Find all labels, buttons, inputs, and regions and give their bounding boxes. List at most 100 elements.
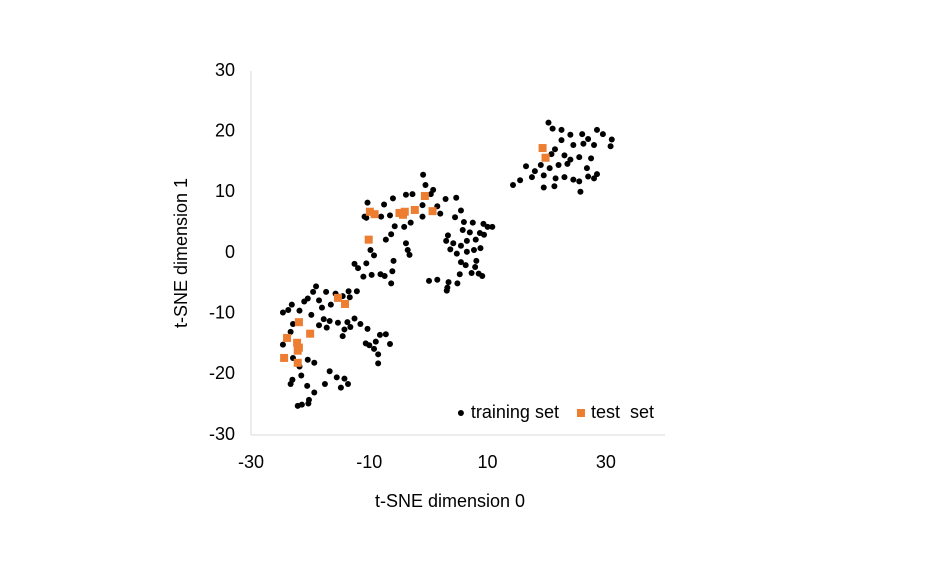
- point: [360, 273, 367, 280]
- x-tick-label: 30: [596, 452, 616, 472]
- point: [548, 151, 555, 158]
- point: [368, 271, 375, 278]
- point: [470, 246, 477, 253]
- point: [321, 381, 328, 388]
- point: [484, 223, 491, 230]
- point: [355, 265, 362, 272]
- point: [577, 188, 584, 195]
- point: [363, 214, 370, 221]
- point: [339, 333, 346, 340]
- point: [463, 248, 470, 255]
- point: [538, 144, 547, 153]
- point: [580, 140, 587, 147]
- point: [298, 372, 305, 379]
- point: [419, 213, 426, 220]
- point: [390, 257, 397, 264]
- point: [347, 324, 354, 331]
- point: [579, 131, 586, 138]
- y-tick-label: 10: [215, 181, 235, 201]
- point: [588, 155, 595, 162]
- point: [378, 213, 385, 220]
- point: [371, 345, 378, 352]
- point: [427, 191, 434, 198]
- point: [320, 316, 327, 323]
- point: [409, 191, 416, 198]
- point: [323, 324, 330, 331]
- point: [479, 273, 486, 280]
- point: [287, 381, 294, 388]
- point: [457, 259, 464, 266]
- point: [357, 320, 364, 327]
- y-tick-label: -30: [209, 424, 235, 444]
- point: [298, 401, 305, 408]
- point: [459, 226, 466, 233]
- point: [327, 301, 334, 308]
- y-tick-label: 20: [215, 120, 235, 140]
- point: [386, 341, 393, 347]
- point: [531, 168, 538, 175]
- point: [428, 207, 437, 216]
- point: [304, 356, 311, 363]
- y-axis-label: t-SNE dimension 1: [171, 178, 191, 328]
- point: [407, 219, 414, 226]
- point: [468, 270, 475, 277]
- point: [585, 173, 592, 180]
- point: [285, 307, 292, 314]
- point: [323, 288, 330, 295]
- point: [460, 219, 467, 226]
- point: [341, 326, 348, 333]
- x-tick-label: 10: [478, 452, 498, 472]
- point: [457, 207, 464, 214]
- point: [293, 338, 302, 347]
- point: [585, 135, 592, 142]
- point: [293, 358, 302, 367]
- point: [551, 183, 558, 190]
- point: [326, 368, 333, 375]
- point: [549, 125, 556, 132]
- point: [410, 205, 419, 214]
- point: [450, 240, 457, 247]
- point: [344, 319, 351, 326]
- point: [401, 223, 408, 230]
- point: [447, 246, 454, 253]
- point: [419, 202, 426, 209]
- point: [454, 280, 461, 287]
- point: [370, 210, 379, 219]
- point: [593, 171, 600, 178]
- point: [367, 246, 374, 253]
- point: [344, 381, 351, 388]
- point: [576, 154, 583, 161]
- legend-marker: [457, 410, 464, 416]
- point: [469, 219, 476, 226]
- y-tick-label: -10: [209, 302, 235, 322]
- point: [351, 260, 358, 267]
- point: [364, 199, 371, 206]
- point: [382, 236, 389, 243]
- point: [346, 294, 353, 301]
- point: [453, 194, 460, 201]
- point: [463, 237, 470, 244]
- point: [402, 191, 409, 198]
- point: [341, 299, 350, 308]
- point: [443, 237, 450, 244]
- point: [442, 196, 449, 203]
- y-tick-label: -20: [209, 363, 235, 383]
- y-tick-label: 0: [225, 242, 235, 262]
- point: [462, 262, 469, 269]
- point: [558, 137, 565, 144]
- point: [607, 143, 614, 150]
- point: [523, 163, 530, 170]
- point: [477, 245, 484, 252]
- x-tick-label: -30: [238, 452, 264, 472]
- legend-marker: [576, 409, 585, 417]
- point: [452, 214, 459, 221]
- point: [583, 165, 590, 172]
- point: [552, 175, 559, 182]
- point: [337, 384, 344, 391]
- point: [404, 246, 411, 253]
- point: [591, 142, 598, 149]
- point: [481, 231, 488, 238]
- point: [283, 333, 292, 342]
- point: [570, 142, 577, 149]
- point: [420, 171, 427, 178]
